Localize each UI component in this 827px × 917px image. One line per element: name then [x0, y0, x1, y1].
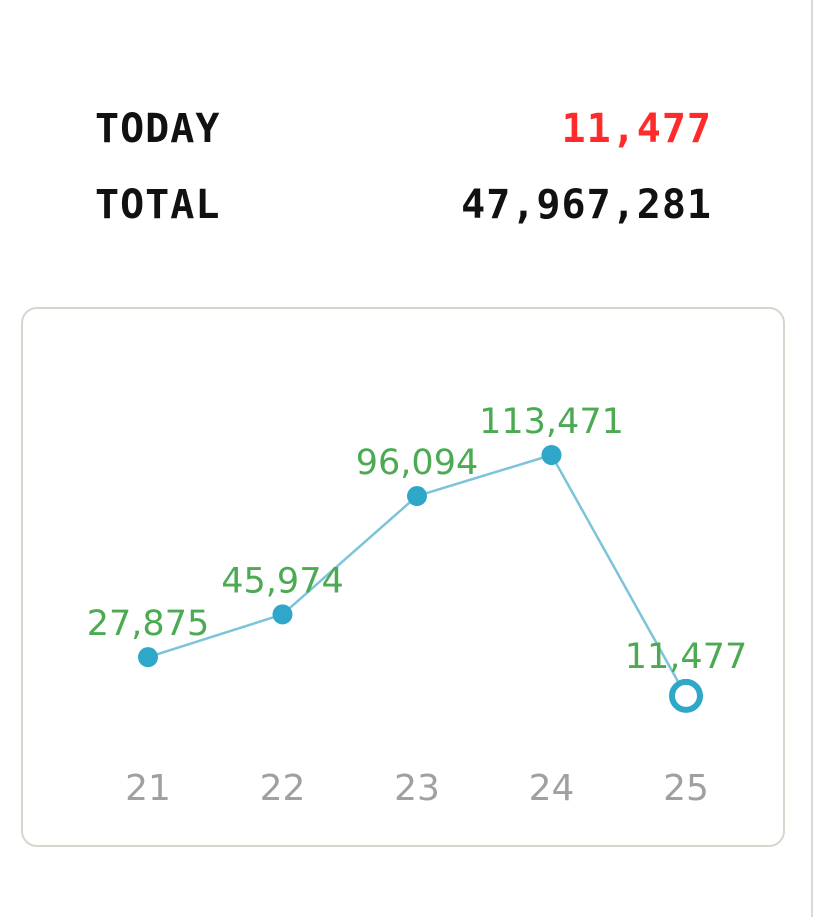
data-point[interactable]	[272, 604, 293, 625]
x-tick-label: 22	[260, 768, 306, 809]
visitor-stats: TODAY 11,477 TOTAL 47,967,281	[95, 100, 712, 252]
total-value: 47,967,281	[461, 182, 712, 228]
today-value: 11,477	[561, 106, 712, 152]
data-label: 113,471	[479, 402, 624, 442]
x-tick-label: 21	[125, 768, 171, 809]
data-point-current[interactable]	[669, 678, 703, 713]
data-label: 11,477	[625, 637, 747, 677]
panel-right-border	[811, 0, 813, 917]
x-tick-label: 24	[529, 768, 575, 809]
data-label: 45,974	[221, 561, 343, 601]
x-tick-label: 23	[394, 768, 440, 809]
x-tick-label: 25	[663, 768, 709, 809]
data-point[interactable]	[407, 486, 427, 507]
chart-panel	[21, 307, 785, 847]
today-label: TODAY	[95, 106, 221, 152]
data-label: 96,094	[356, 443, 478, 483]
total-row: TOTAL 47,967,281	[95, 176, 712, 234]
x-tick-layer: 21 22 23 24 25	[125, 768, 709, 809]
data-point[interactable]	[138, 647, 158, 668]
data-label: 27,875	[87, 604, 209, 644]
total-label: TOTAL	[95, 182, 221, 228]
series-layer	[138, 445, 703, 713]
today-row: TODAY 11,477	[95, 100, 712, 158]
data-point[interactable]	[541, 445, 562, 465]
